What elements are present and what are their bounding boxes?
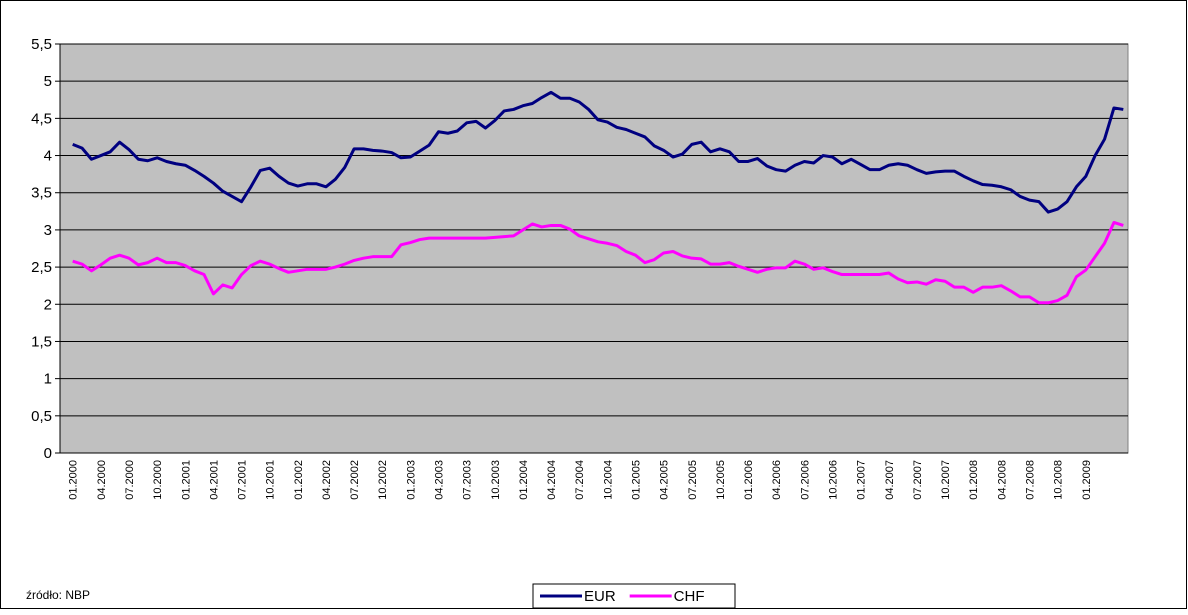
x-tick-label: 10.2001 bbox=[265, 460, 277, 500]
x-tick-label: 04.2000 bbox=[96, 460, 108, 500]
y-tick-label: 5,5 bbox=[31, 36, 52, 53]
y-tick-label: 3,5 bbox=[31, 185, 52, 202]
x-tick-label: 04.2001 bbox=[208, 460, 220, 500]
x-tick-label: 07.2003 bbox=[462, 460, 474, 500]
x-tick-label: 10.2007 bbox=[940, 460, 952, 500]
legend-label: CHF bbox=[674, 588, 705, 605]
x-tick-label: 10.2005 bbox=[715, 460, 727, 500]
x-tick-label: 01.2005 bbox=[631, 460, 643, 500]
x-tick-label: 01.2001 bbox=[180, 460, 192, 500]
legend-label: EUR bbox=[584, 588, 616, 605]
x-tick-label: 04.2004 bbox=[546, 460, 558, 500]
x-tick-label: 01.2007 bbox=[856, 460, 868, 500]
x-tick-label: 01.2003 bbox=[405, 460, 417, 500]
x-tick-label: 04.2002 bbox=[321, 460, 333, 500]
x-tick-label: 10.2008 bbox=[1053, 460, 1065, 500]
x-tick-label: 07.2000 bbox=[124, 460, 136, 500]
x-tick-label: 07.2001 bbox=[237, 460, 249, 500]
x-tick-label: 10.2004 bbox=[602, 460, 614, 500]
source-note: źródło: NBP bbox=[26, 588, 90, 602]
y-tick-label: 1 bbox=[44, 371, 52, 388]
x-tick-label: 10.2002 bbox=[377, 460, 389, 500]
x-tick-label: 01.2000 bbox=[68, 460, 80, 500]
y-tick-label: 5 bbox=[44, 73, 52, 90]
x-tick-label: 04.2008 bbox=[996, 460, 1008, 500]
y-tick-label: 1,5 bbox=[31, 333, 52, 350]
y-tick-label: 2 bbox=[44, 296, 52, 313]
plot-area bbox=[59, 43, 1129, 454]
x-tick-label: 07.2005 bbox=[687, 460, 699, 500]
y-tick-label: 0,5 bbox=[31, 408, 52, 425]
x-tick-label: 01.2008 bbox=[968, 460, 980, 500]
x-tick-label: 10.2000 bbox=[152, 460, 164, 500]
y-tick-label: 4 bbox=[44, 148, 52, 165]
line-series bbox=[72, 220, 1124, 305]
y-tick-label: 2,5 bbox=[31, 259, 52, 276]
x-tick-label: 04.2005 bbox=[659, 460, 671, 500]
x-tick-label: 07.2007 bbox=[912, 460, 924, 500]
x-tick-label: 07.2008 bbox=[1025, 460, 1037, 500]
x-tick-label: 01.2002 bbox=[293, 460, 305, 500]
x-tick-label: 07.2002 bbox=[349, 460, 361, 500]
x-tick-label: 04.2003 bbox=[434, 460, 446, 500]
x-tick-label: 10.2003 bbox=[490, 460, 502, 500]
y-tick-label: 3 bbox=[44, 222, 52, 239]
y-tick-label: 4,5 bbox=[31, 110, 52, 127]
x-tick-label: 10.2006 bbox=[828, 460, 840, 500]
x-tick-label: 07.2004 bbox=[574, 460, 586, 500]
x-tick-label: 01.2009 bbox=[1081, 460, 1093, 500]
y-tick-label: 0 bbox=[44, 445, 52, 462]
x-tick-label: 07.2006 bbox=[799, 460, 811, 500]
x-tick-label: 01.2004 bbox=[518, 460, 530, 500]
x-tick-label: 01.2006 bbox=[743, 460, 755, 500]
x-tick-label: 04.2007 bbox=[884, 460, 896, 500]
line-series bbox=[72, 90, 1124, 214]
x-tick-label: 04.2006 bbox=[771, 460, 783, 500]
